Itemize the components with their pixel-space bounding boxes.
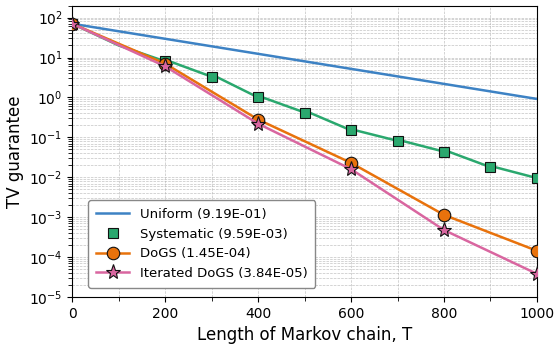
X-axis label: Length of Markov chain, T: Length of Markov chain, T [197,327,412,344]
Iterated DoGS (3.84E-05) [534,272,540,276]
Uniform (9.19E-01) [69,22,76,26]
DoGS (1.45E-04) [534,249,540,253]
Uniform (9.19E-01) [344,66,351,70]
DoGS (1.45E-04) [441,213,447,217]
Systematic (9.59E-03) [69,22,76,26]
DoGS (1.45E-04) [69,22,76,26]
Systematic (9.59E-03) [348,128,354,132]
Uniform (9.19E-01) [460,85,467,89]
Line: Uniform (9.19E-01): Uniform (9.19E-01) [72,24,537,99]
Line: Iterated DoGS (3.84E-05): Iterated DoGS (3.84E-05) [65,16,544,281]
Systematic (9.59E-03) [534,176,540,180]
Uniform (9.19E-01) [353,68,360,72]
Uniform (9.19E-01) [534,97,540,101]
Systematic (9.59E-03) [162,59,169,63]
Uniform (9.19E-01) [71,22,77,26]
DoGS (1.45E-04) [348,161,354,165]
Line: DoGS (1.45E-04): DoGS (1.45E-04) [66,18,543,257]
Uniform (9.19E-01) [346,66,352,71]
Legend: Uniform (9.19E-01), Systematic (9.59E-03), DoGS (1.45E-04), Iterated DoGS (3.84E: Uniform (9.19E-01), Systematic (9.59E-03… [88,200,315,288]
Systematic (9.59E-03) [255,95,262,99]
Iterated DoGS (3.84E-05) [441,228,447,232]
Systematic (9.59E-03) [394,139,401,143]
Iterated DoGS (3.84E-05) [255,122,262,126]
Systematic (9.59E-03) [301,110,308,114]
Iterated DoGS (3.84E-05) [348,167,354,171]
Uniform (9.19E-01) [490,90,497,94]
Systematic (9.59E-03) [487,165,494,169]
Line: Systematic (9.59E-03): Systematic (9.59E-03) [67,19,542,183]
DoGS (1.45E-04) [255,118,262,122]
Systematic (9.59E-03) [208,75,215,79]
Iterated DoGS (3.84E-05) [162,64,169,69]
Iterated DoGS (3.84E-05) [69,22,76,26]
Y-axis label: TV guarantee: TV guarantee [6,95,24,208]
DoGS (1.45E-04) [162,62,169,66]
Systematic (9.59E-03) [441,149,447,154]
